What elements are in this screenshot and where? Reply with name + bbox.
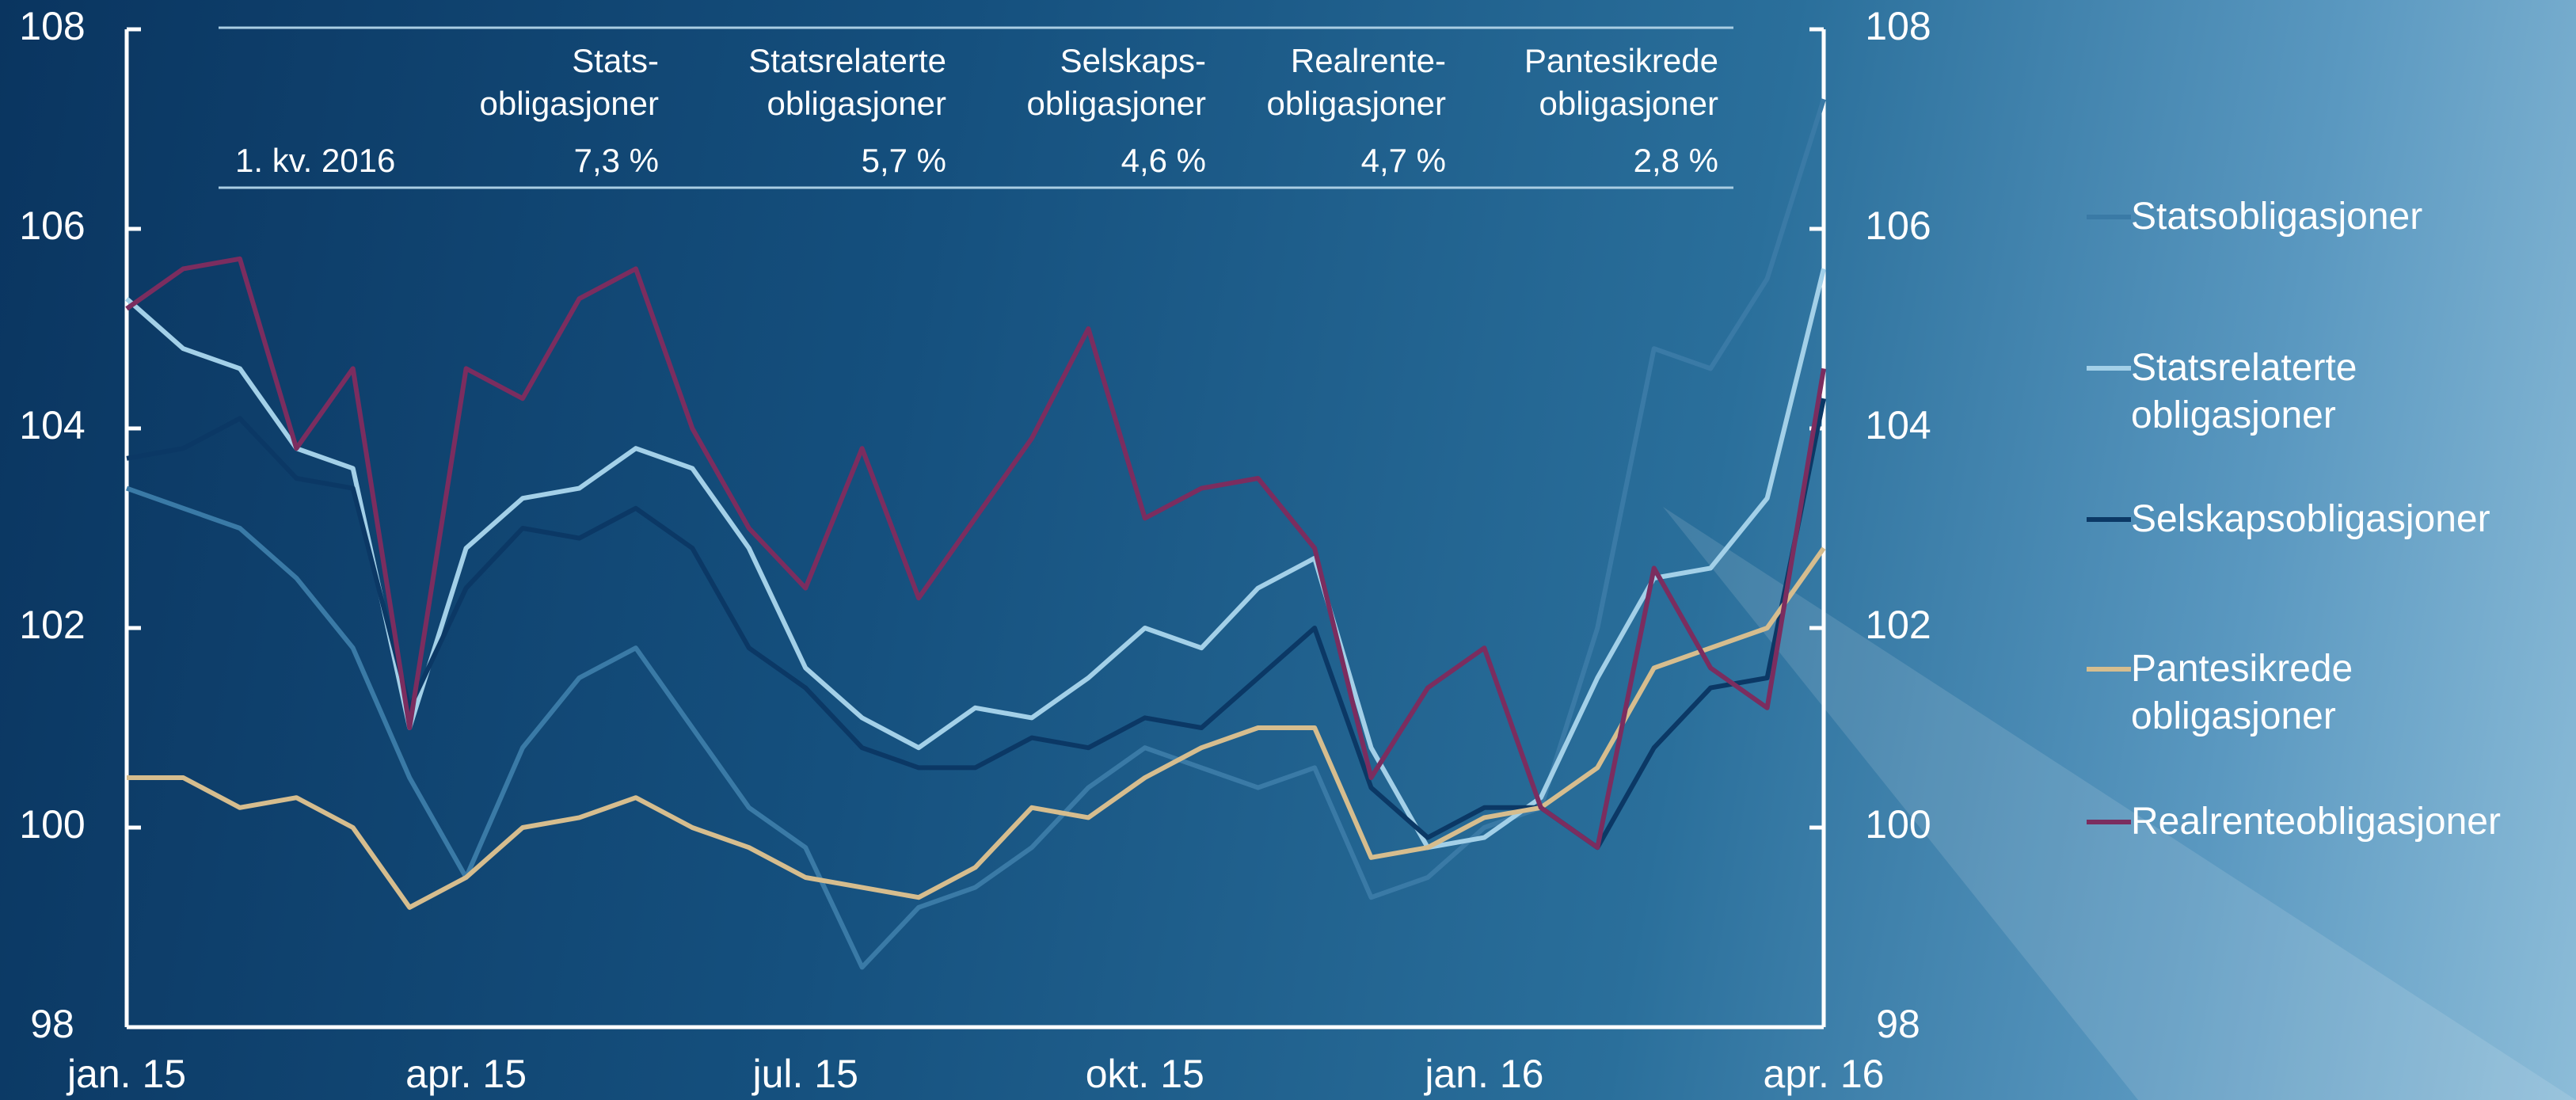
background-shape [1663, 507, 2576, 1100]
table-header: Selskaps- obligasjoner [1026, 42, 1207, 122]
y-tick-label: 108 [19, 4, 85, 48]
y-tick-label: 104 [19, 403, 85, 447]
legend-swatch [2087, 366, 2131, 371]
legend-label: Selskapsobligasjoner [2131, 498, 2490, 540]
y-tick-label: 98 [30, 1002, 74, 1046]
table-value: 4,6 % [1121, 142, 1206, 179]
y2-tick-label: 104 [1865, 403, 1931, 447]
legend-swatch [2087, 517, 2131, 522]
table-value: 7,3 % [573, 142, 659, 179]
table-header: Statsrelaterte obligasjoner [748, 42, 946, 122]
legend-swatch [2087, 667, 2131, 672]
y2-tick-label: 108 [1865, 4, 1931, 48]
table-value: 5,7 % [861, 142, 946, 179]
legend-label: Statsobligasjoner [2131, 196, 2423, 238]
table-value: 2,8 % [1633, 142, 1718, 179]
x-tick-label: okt. 15 [1086, 1052, 1204, 1096]
x-tick-label: apr. 16 [1764, 1052, 1885, 1096]
y-tick-label: 106 [19, 204, 85, 248]
y2-tick-label: 100 [1865, 802, 1931, 847]
series-line [125, 256, 1826, 851]
y2-tick-label: 98 [1876, 1002, 1920, 1046]
legend-label: Realrenteobligasjoner [2131, 801, 2501, 843]
table-row-label: 1. kv. 2016 [235, 142, 396, 179]
legend-label: Pantesikrede obligasjoner [2131, 648, 2353, 737]
x-tick-label: jan. 15 [66, 1052, 186, 1096]
x-tick-label: jan. 16 [1423, 1052, 1543, 1096]
legend-label: Statsrelaterte obligasjoner [2131, 347, 2357, 436]
x-tick-label: apr. 15 [405, 1052, 527, 1096]
y2-tick-label: 102 [1865, 603, 1931, 647]
legend-swatch [2087, 215, 2131, 219]
legend-swatch [2087, 820, 2131, 824]
x-tick-label: jul. 15 [751, 1052, 858, 1096]
table-header: Realrente- obligasjoner [1266, 42, 1447, 122]
y-tick-label: 100 [19, 802, 85, 847]
y2-tick-label: 106 [1865, 204, 1931, 248]
series-line [126, 398, 1826, 851]
table-header: Pantesikrede obligasjoner [1524, 42, 1718, 122]
y-tick-label: 102 [19, 603, 85, 647]
table-header: Stats- obligasjoner [479, 42, 660, 122]
table-value: 4,7 % [1360, 142, 1446, 179]
